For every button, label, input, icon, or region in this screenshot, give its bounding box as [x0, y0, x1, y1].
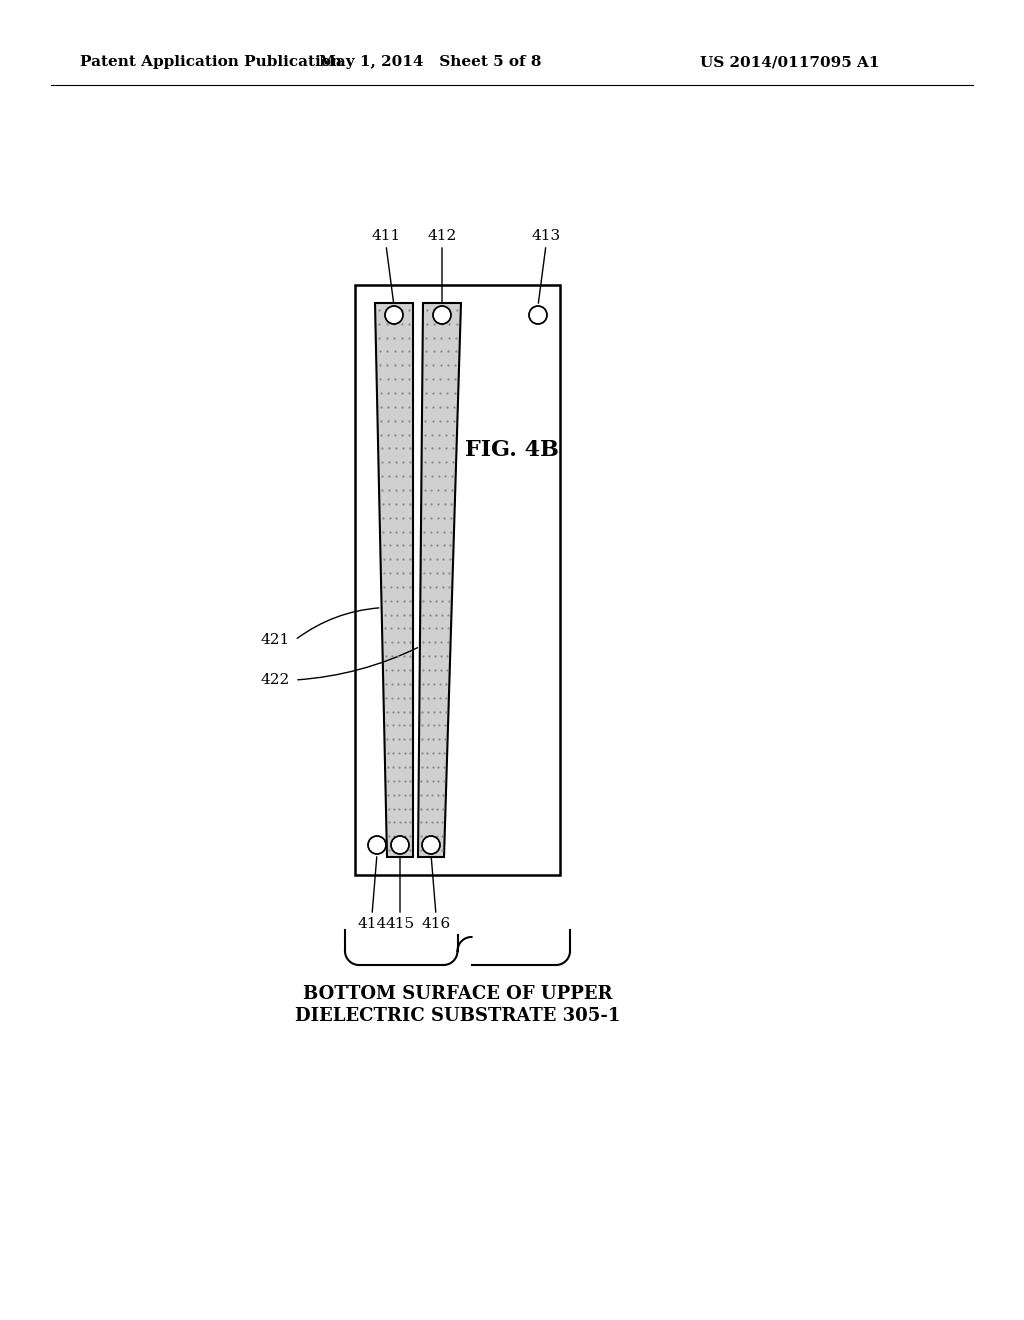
- Circle shape: [529, 306, 547, 323]
- Bar: [355, 285, 560, 875]
- Circle shape: [391, 836, 409, 854]
- Text: 413: 413: [531, 228, 560, 243]
- Text: BOTTOM SURFACE OF UPPER: BOTTOM SURFACE OF UPPER: [303, 985, 612, 1003]
- Text: US 2014/0117095 A1: US 2014/0117095 A1: [700, 55, 880, 69]
- Polygon shape: [418, 304, 461, 857]
- Circle shape: [368, 836, 386, 854]
- Circle shape: [433, 306, 451, 323]
- Text: 411: 411: [372, 228, 400, 243]
- Text: 421: 421: [261, 634, 290, 647]
- Polygon shape: [375, 304, 413, 857]
- Text: 415: 415: [385, 917, 415, 931]
- Text: 412: 412: [427, 228, 457, 243]
- Circle shape: [422, 836, 440, 854]
- Text: 414: 414: [357, 917, 387, 931]
- Text: May 1, 2014   Sheet 5 of 8: May 1, 2014 Sheet 5 of 8: [318, 55, 542, 69]
- Text: Patent Application Publication: Patent Application Publication: [80, 55, 342, 69]
- Text: FIG. 4B: FIG. 4B: [465, 440, 559, 461]
- Text: DIELECTRIC SUBSTRATE 305-1: DIELECTRIC SUBSTRATE 305-1: [295, 1007, 621, 1026]
- Text: 422: 422: [261, 673, 290, 686]
- Text: 416: 416: [421, 917, 451, 931]
- Circle shape: [385, 306, 403, 323]
